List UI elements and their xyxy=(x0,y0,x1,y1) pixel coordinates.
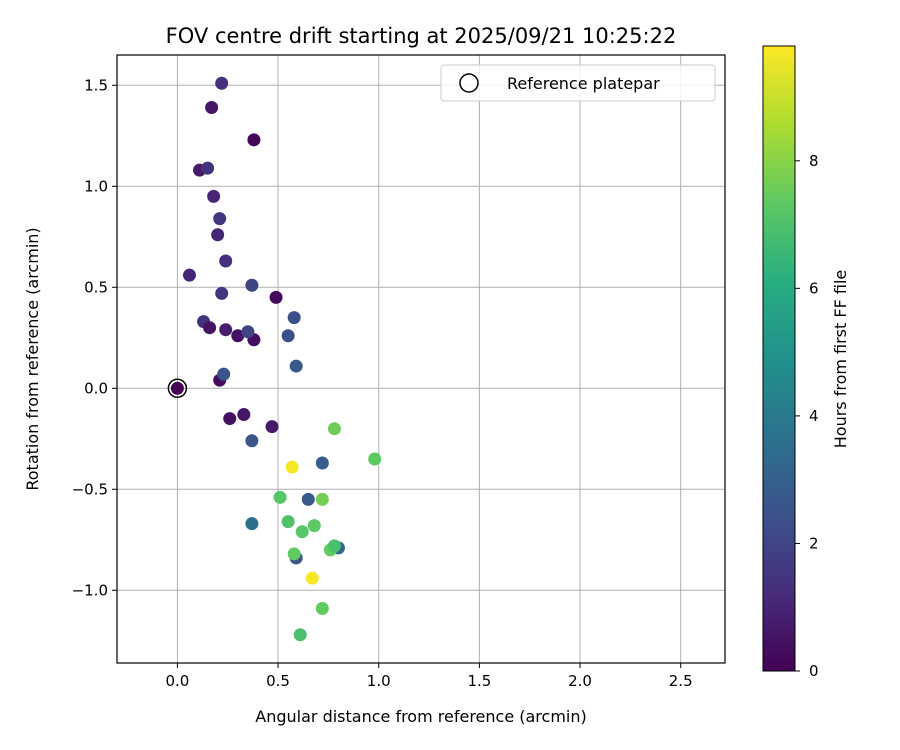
x-tick-label: 0.5 xyxy=(266,672,290,690)
colorbar-tick-label: 2 xyxy=(809,534,819,552)
reference-marker-group xyxy=(167,378,188,399)
y-tick-label: −0.5 xyxy=(72,480,108,498)
data-point xyxy=(293,628,307,642)
x-tick-label: 2.5 xyxy=(669,672,693,690)
data-point xyxy=(217,367,231,381)
colorbar-label: Hours from first FF file xyxy=(831,270,850,449)
data-point xyxy=(247,133,261,147)
x-tick-label: 0.0 xyxy=(165,672,189,690)
colorbar-tick-label: 0 xyxy=(809,662,819,680)
y-tick-label: 1.5 xyxy=(84,76,108,94)
data-point xyxy=(245,434,259,448)
data-point xyxy=(215,286,229,300)
y-tick-label: 0.0 xyxy=(84,379,108,397)
y-axis-label: Rotation from reference (arcmin) xyxy=(23,227,42,490)
x-axis-label: Angular distance from reference (arcmin) xyxy=(255,707,586,726)
y-tick-label: −1.0 xyxy=(72,581,108,599)
data-point xyxy=(327,539,341,553)
data-point xyxy=(205,101,219,115)
data-point xyxy=(219,254,233,268)
data-point xyxy=(201,161,215,175)
colorbar-tick-label: 4 xyxy=(809,407,819,425)
legend-entry-reference: Reference platepar xyxy=(507,74,660,93)
y-ticks: −1.0 −0.5 0.0 0.5 1.0 1.5 xyxy=(72,76,117,599)
data-point xyxy=(301,492,315,506)
chart-title: FOV centre drift starting at 2025/09/21 … xyxy=(166,24,677,48)
x-tick-label: 1.0 xyxy=(367,672,391,690)
colorbar-tick-label: 8 xyxy=(809,152,819,170)
colorbar-ticks: 0 2 4 6 8 xyxy=(795,152,819,680)
data-point xyxy=(219,323,233,337)
data-point xyxy=(237,408,251,422)
legend: Reference platepar xyxy=(440,64,716,102)
grid-lines xyxy=(117,55,725,663)
data-point xyxy=(289,359,303,373)
reference-marker xyxy=(167,378,188,399)
data-point xyxy=(281,329,295,343)
data-point xyxy=(269,290,283,304)
legend-box xyxy=(440,64,716,102)
data-point xyxy=(305,571,319,585)
data-point xyxy=(307,519,321,533)
colorbar-tick-label: 6 xyxy=(809,279,819,297)
data-point xyxy=(287,311,301,325)
data-point xyxy=(203,321,217,335)
colorbar: 0 2 4 6 8 Hours from first FF file xyxy=(762,45,850,680)
scatter-points xyxy=(170,76,382,642)
data-point xyxy=(285,460,299,474)
data-point xyxy=(265,420,279,434)
data-point xyxy=(215,76,229,90)
data-point xyxy=(327,422,341,436)
data-point xyxy=(223,412,237,426)
y-tick-label: 0.5 xyxy=(84,278,108,296)
legend-marker-icon xyxy=(459,73,479,93)
plot-frame xyxy=(116,54,726,664)
data-point xyxy=(368,452,382,466)
data-point xyxy=(315,492,329,506)
data-point xyxy=(315,456,329,470)
data-point xyxy=(231,329,245,343)
colorbar-gradient xyxy=(762,45,796,672)
x-tick-label: 1.5 xyxy=(467,672,491,690)
data-point xyxy=(207,189,221,203)
x-tick-label: 2.0 xyxy=(568,672,592,690)
data-point xyxy=(273,490,287,504)
y-tick-label: 1.0 xyxy=(84,177,108,195)
data-point xyxy=(170,381,184,395)
data-point xyxy=(245,517,259,531)
data-point xyxy=(295,525,309,539)
data-point xyxy=(211,228,225,242)
data-point xyxy=(241,325,255,339)
x-ticks: 0.0 0.5 1.0 1.5 2.0 2.5 xyxy=(165,663,693,690)
data-point xyxy=(182,268,196,282)
data-point xyxy=(281,515,295,529)
data-point xyxy=(315,601,329,615)
data-point xyxy=(287,547,301,561)
data-point xyxy=(245,278,259,292)
data-point xyxy=(213,212,227,226)
